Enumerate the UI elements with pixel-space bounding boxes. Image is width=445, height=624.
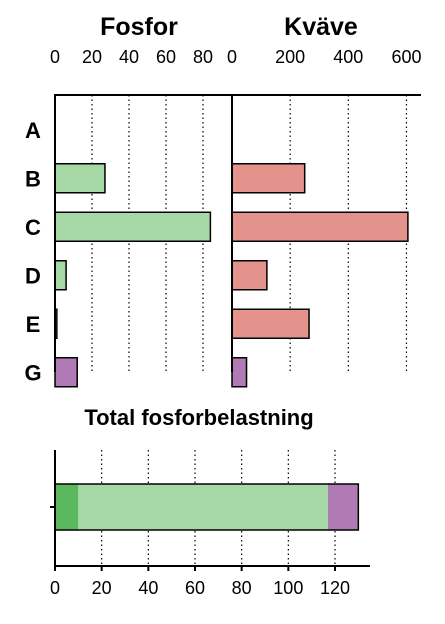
kvave-tick-label: 200	[275, 47, 305, 67]
kvave-tick-label: 600	[391, 47, 421, 67]
category-label-e: E	[26, 312, 41, 337]
kvave-bar-c	[231, 211, 409, 242]
fosfor-tick-label: 0	[50, 47, 60, 67]
category-label-c: C	[25, 215, 41, 240]
category-label-d: D	[25, 263, 41, 288]
kvave-title: Kväve	[284, 13, 358, 41]
total-tick-label: 120	[320, 578, 350, 598]
fosfor-tick-label: 80	[193, 47, 213, 67]
fosfor-bar-b	[54, 163, 106, 194]
total-tick-label: 0	[50, 578, 60, 598]
kvave-bar-g	[231, 357, 248, 388]
total-bar-segment-1	[55, 484, 79, 530]
total-tick-label: 60	[185, 578, 205, 598]
category-label-a: A	[25, 118, 41, 143]
fosfor-tick-label: 20	[82, 47, 102, 67]
category-label-b: B	[25, 166, 41, 191]
total-bar-segment-3	[328, 484, 359, 530]
kvave-bar-d	[231, 260, 268, 291]
total-tick-label: 80	[232, 578, 252, 598]
fosfor-title: Fosfor	[100, 13, 178, 41]
kvave-tick-label: 400	[333, 47, 363, 67]
total-tick-label: 20	[92, 578, 112, 598]
kvave-bar-b	[231, 163, 306, 194]
fosfor-bar-d	[54, 260, 67, 291]
total-bar-segment-2	[78, 484, 328, 530]
total-tick-label: 100	[273, 578, 303, 598]
category-label-g: G	[24, 360, 41, 385]
total-tick-label: 40	[138, 578, 158, 598]
fosfor-bar-c	[54, 211, 212, 242]
kvave-bar-e	[231, 308, 310, 339]
fosfor-tick-label: 60	[156, 47, 176, 67]
fosfor-bar-g	[54, 357, 78, 388]
kvave-tick-label: 0	[227, 47, 237, 67]
total-title: Total fosforbelastning	[84, 405, 313, 430]
fosfor-tick-label: 40	[119, 47, 139, 67]
